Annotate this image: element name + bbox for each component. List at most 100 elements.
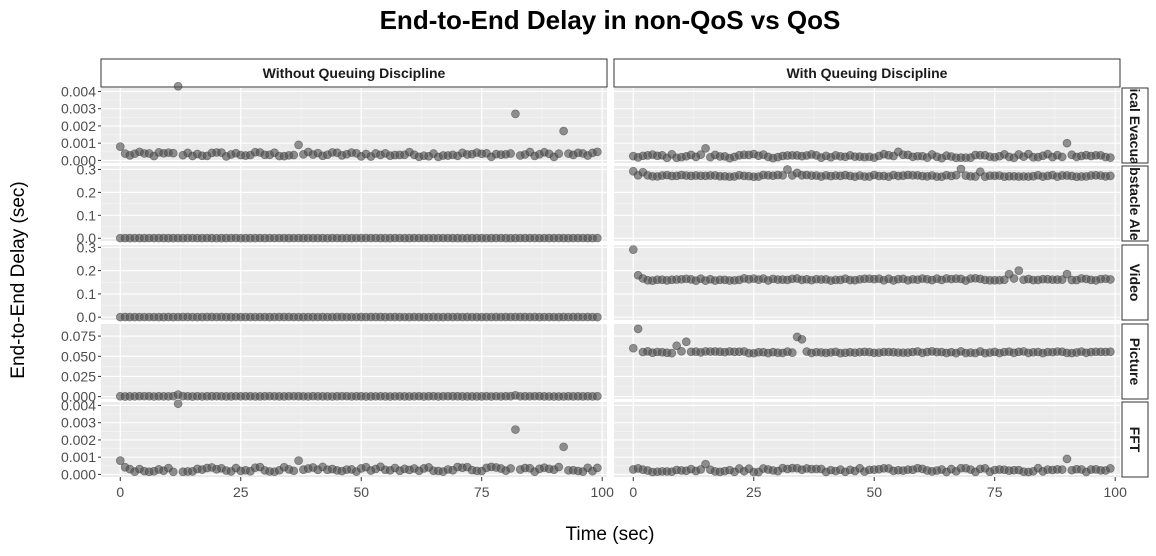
data-point bbox=[559, 126, 568, 136]
y-tick-label-row-3-2: 0.050 bbox=[61, 348, 96, 364]
data-point bbox=[593, 463, 602, 473]
data-point bbox=[783, 165, 792, 174]
x-tick-label-1-4: 100 bbox=[1104, 484, 1128, 500]
points-group-3-0 bbox=[115, 390, 602, 401]
facet-strip-label-col-0: Without Queuing Discipline bbox=[263, 65, 446, 81]
x-tick-label-1-3: 75 bbox=[987, 484, 1003, 500]
data-point bbox=[701, 143, 710, 153]
data-point bbox=[173, 81, 183, 91]
data-point bbox=[778, 170, 788, 180]
y-tick-label-row-4-1: 0.001 bbox=[61, 449, 96, 465]
facet-strip-label-row-4: FFT bbox=[1127, 427, 1143, 453]
facet-strip-label-group-row-4: FFT bbox=[1127, 427, 1143, 453]
y-tick-label-row-1-2: 0.2 bbox=[77, 184, 97, 200]
y-tick-label-row-4-0: 0.000 bbox=[61, 466, 96, 482]
facet-strip-label-group-row-2: Video bbox=[1127, 264, 1143, 302]
data-point bbox=[1062, 454, 1072, 464]
data-point bbox=[593, 391, 602, 401]
points-group-3-1 bbox=[628, 324, 1115, 358]
y-tick-label-row-3-1: 0.025 bbox=[61, 368, 96, 384]
facet-strip-row-2 bbox=[1121, 244, 1149, 321]
data-point bbox=[506, 464, 515, 473]
facet-strip-label-group-row-3: Picture bbox=[1127, 338, 1143, 386]
data-point bbox=[797, 334, 807, 344]
y-tick-label-row-0-4: 0.004 bbox=[61, 83, 96, 99]
data-point bbox=[1106, 153, 1115, 162]
data-point bbox=[554, 149, 564, 159]
data-point bbox=[696, 465, 706, 474]
points-group-2-1 bbox=[628, 245, 1115, 285]
x-tick-label-0-0: 0 bbox=[116, 484, 124, 500]
data-point bbox=[593, 233, 602, 243]
x-tick-label-1-1: 25 bbox=[746, 484, 762, 500]
data-point bbox=[168, 467, 178, 477]
y-tick-label-row-2-0: 0.0 bbox=[77, 309, 97, 325]
facet-strip-label-col-1: With Queuing Discipline bbox=[787, 65, 948, 81]
x-tick-label-1-2: 50 bbox=[866, 484, 882, 500]
facet-strip-col-0 bbox=[100, 58, 608, 88]
data-point bbox=[701, 459, 710, 469]
data-point bbox=[1106, 464, 1115, 473]
facet-strip-label-row-0: Medical Evacuation bbox=[1127, 61, 1143, 191]
y-tick-label-row-0-3: 0.003 bbox=[61, 101, 96, 117]
data-point bbox=[559, 442, 568, 452]
data-point bbox=[115, 456, 125, 465]
x-tick-label-0-2: 50 bbox=[353, 484, 369, 500]
facet-strip-label-row-3: Picture bbox=[1127, 338, 1143, 386]
data-point bbox=[951, 170, 961, 180]
x-tick-label-0-4: 100 bbox=[591, 484, 615, 500]
data-point bbox=[511, 109, 520, 119]
points-group-1-0 bbox=[115, 233, 602, 243]
points-group-4-1 bbox=[628, 454, 1115, 477]
data-point bbox=[289, 150, 299, 160]
data-point bbox=[294, 140, 303, 150]
panel-background-1-0 bbox=[101, 166, 607, 241]
x-tick-label-1-0: 0 bbox=[629, 484, 637, 500]
data-point bbox=[173, 399, 183, 409]
y-tick-label-row-2-3: 0.3 bbox=[77, 239, 97, 255]
y-tick-label-row-1-1: 0.1 bbox=[77, 207, 97, 223]
data-point bbox=[1009, 274, 1019, 283]
data-point bbox=[511, 425, 520, 434]
facet-strip-label-row-1: Obstacle Alert bbox=[1127, 156, 1143, 251]
y-tick-label-row-4-3: 0.003 bbox=[61, 415, 96, 431]
data-point bbox=[696, 150, 706, 159]
y-axis-title: End-to-End Delay (sec) bbox=[8, 181, 29, 378]
facet-strip-row-3 bbox=[1121, 323, 1149, 400]
data-point bbox=[1057, 275, 1067, 285]
data-point bbox=[593, 312, 602, 322]
y-tick-label-row-1-3: 0.3 bbox=[77, 161, 97, 177]
y-tick-label-row-4-2: 0.002 bbox=[61, 432, 96, 448]
data-point bbox=[1106, 275, 1115, 284]
data-point bbox=[115, 142, 125, 151]
chart-title: End-to-End Delay in non-QoS vs QoS bbox=[380, 5, 841, 35]
points-group-2-0 bbox=[115, 312, 602, 322]
panel-background-3-1 bbox=[614, 324, 1120, 399]
data-point bbox=[633, 324, 643, 334]
data-point bbox=[672, 341, 681, 351]
y-tick-label-row-0-0: 0.000 bbox=[61, 152, 96, 168]
y-tick-label-row-4-4: 0.004 bbox=[61, 397, 96, 413]
points-group-0-1 bbox=[628, 138, 1115, 163]
data-point bbox=[1062, 269, 1072, 279]
data-point bbox=[294, 456, 303, 465]
data-point bbox=[1057, 152, 1067, 162]
data-point bbox=[593, 147, 602, 157]
x-tick-label-0-1: 25 bbox=[233, 484, 249, 500]
facet-strip-row-0 bbox=[1121, 87, 1149, 164]
data-point bbox=[1014, 266, 1024, 275]
facet-panels: Without Queuing Discipline With Queuing D… bbox=[61, 58, 1149, 500]
y-tick-label-row-0-1: 0.001 bbox=[61, 135, 96, 151]
y-tick-label-row-3-3: 0.075 bbox=[61, 328, 96, 344]
data-point bbox=[289, 466, 299, 476]
points-group-4-0 bbox=[115, 399, 602, 477]
facet-strip-col-1 bbox=[613, 58, 1121, 88]
y-tick-label-row-2-1: 0.1 bbox=[77, 286, 97, 302]
y-tick-label-row-3-0: 0.000 bbox=[61, 389, 96, 405]
data-point bbox=[1106, 347, 1115, 357]
facet-strip-label-row-2: Video bbox=[1127, 264, 1143, 302]
data-point bbox=[628, 245, 638, 255]
x-tick-label-0-3: 75 bbox=[474, 484, 490, 500]
